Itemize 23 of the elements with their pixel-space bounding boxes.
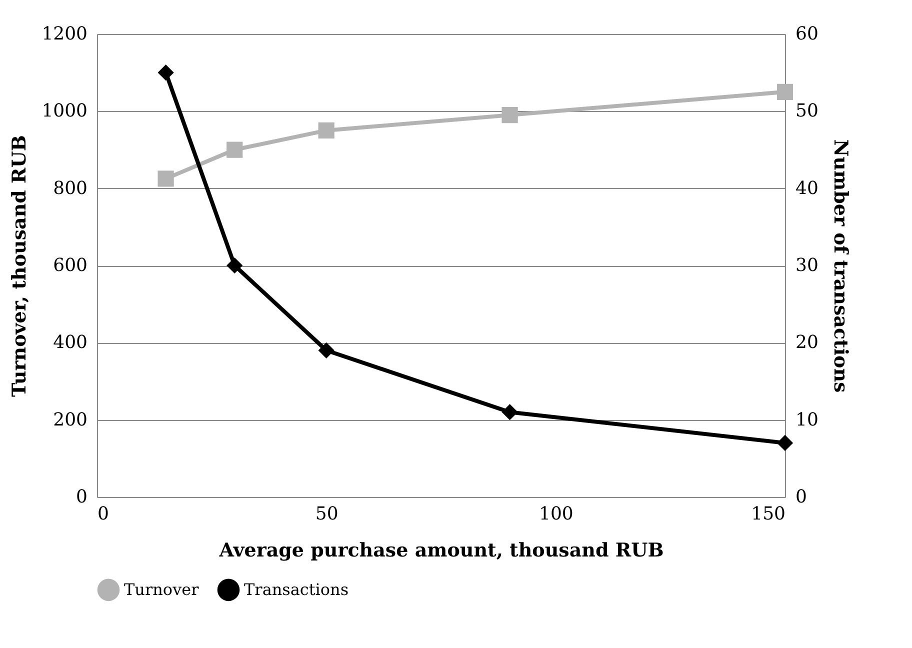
y2-axis-title: Number of transactions <box>829 139 852 393</box>
y-tick-label: 0 <box>76 486 88 508</box>
y-tick-label: 1200 <box>42 24 88 44</box>
x-tick-label: 0 <box>98 504 109 524</box>
y2-tick-label: 60 <box>796 24 818 44</box>
y-axis-title: Turnover, thousand RUB <box>8 135 31 397</box>
y2-tick-label: 20 <box>796 332 818 354</box>
y-tick-label: 1000 <box>42 100 88 122</box>
y2-tick-label: 10 <box>796 409 818 430</box>
y2-tick-label: 40 <box>796 178 818 199</box>
legend-label: Turnover <box>124 580 200 599</box>
y2-tick-label: 30 <box>796 255 818 276</box>
x-axis-title: Average purchase amount, thousand RUB <box>218 540 664 562</box>
legend-label: Transactions <box>244 580 349 599</box>
x-tick-label: 50 <box>315 504 338 524</box>
y2-tick-label: 50 <box>796 100 818 122</box>
x-tick-label: 100 <box>538 504 574 524</box>
y-tick-label: 600 <box>53 255 88 276</box>
y-tick-label: 200 <box>53 409 88 430</box>
x-tick-label: 150 <box>751 504 786 524</box>
y-tick-label: 800 <box>53 178 88 199</box>
y2-tick-label: 0 <box>796 486 807 508</box>
y-tick-label: 400 <box>53 332 88 354</box>
